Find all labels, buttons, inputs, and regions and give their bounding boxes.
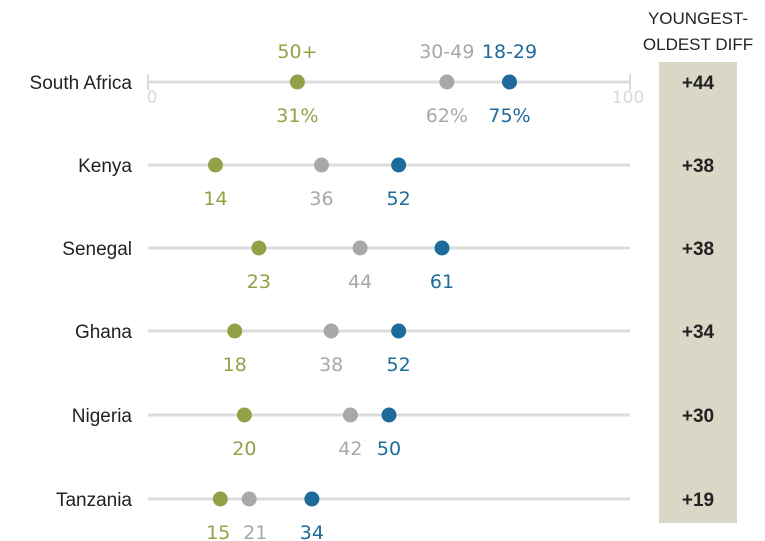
data-label: 31% (276, 105, 318, 127)
data-label: 18 (223, 354, 247, 376)
diff-value: +38 (682, 156, 714, 177)
data-label: 75% (488, 105, 530, 127)
country-label: Ghana (75, 322, 132, 343)
data-label: 36 (309, 188, 333, 210)
data-label: 62% (426, 105, 468, 127)
data-label: 23 (247, 271, 271, 293)
data-label: 52 (387, 188, 411, 210)
data-point (434, 240, 450, 256)
data-label: 42 (338, 438, 362, 460)
data-label: 21 (243, 522, 267, 541)
data-point (391, 157, 407, 173)
data-label: 38 (319, 354, 343, 376)
data-point (212, 491, 228, 507)
country-label: South Africa (30, 73, 133, 94)
country-row: South Africa 31% 50+ 62% 30-49 75% 18-29 +44 (30, 41, 715, 127)
data-point (502, 74, 517, 90)
diff-value: +34 (682, 322, 715, 343)
data-label: 20 (232, 438, 256, 460)
data-label: 34 (300, 522, 324, 541)
data-label: 44 (348, 271, 372, 293)
legend-label: 30-49 (419, 41, 474, 63)
country-label: Nigeria (72, 406, 133, 427)
data-label: 52 (387, 354, 411, 376)
axis-tick-label: 0 (147, 88, 158, 108)
country-row: Tanzania 15 21 34 +19 (56, 490, 714, 541)
diff-header-line-2: OLDEST DIFF (643, 35, 753, 54)
diff-value: +38 (682, 239, 714, 260)
country-label: Kenya (78, 156, 132, 177)
data-point (314, 157, 330, 173)
data-point (304, 491, 320, 507)
data-label: 14 (203, 188, 227, 210)
diff-header-line-1: YOUNGEST- (648, 9, 748, 28)
data-point (207, 157, 223, 173)
diff-column-band (659, 62, 737, 523)
axis-tick-label: 100 (612, 88, 644, 108)
country-label: Senegal (62, 239, 132, 260)
rows-layer: South Africa 31% 50+ 62% 30-49 75% 18-29 +44 Ken… (30, 41, 715, 541)
data-point (381, 407, 397, 423)
data-label: 15 (206, 522, 230, 541)
legend-label: 50+ (277, 41, 317, 63)
data-label: 50 (377, 438, 401, 460)
data-point (352, 240, 368, 256)
country-row: Nigeria 20 42 50 +30 (72, 406, 714, 460)
data-point (236, 407, 252, 423)
legend-label: 18-29 (482, 41, 537, 63)
data-point (323, 323, 339, 339)
diff-value: +44 (682, 73, 715, 94)
country-label: Tanzania (56, 490, 132, 511)
data-point (439, 74, 455, 90)
country-row: Senegal 23 44 61 +38 (62, 239, 714, 293)
data-point (342, 407, 358, 423)
data-point (241, 491, 257, 507)
data-point (391, 323, 407, 339)
diff-value: +19 (682, 490, 714, 511)
country-row: Kenya 14 36 52 +38 (78, 156, 714, 210)
data-label: 61 (430, 271, 454, 293)
data-point (227, 323, 243, 339)
country-row: Ghana 18 38 52 +34 (75, 322, 715, 376)
data-point (251, 240, 267, 256)
diff-value: +30 (682, 406, 714, 427)
data-point (289, 74, 305, 90)
